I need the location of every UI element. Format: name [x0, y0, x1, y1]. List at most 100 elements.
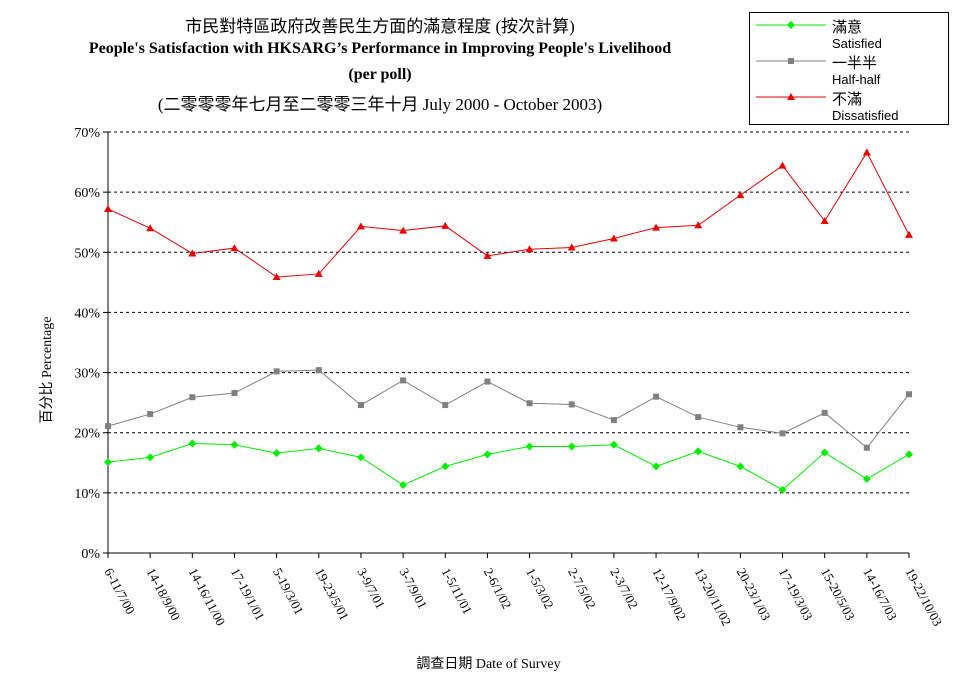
data-point: [104, 458, 112, 467]
data-point: [104, 204, 112, 212]
legend-swatch-half-half: [756, 58, 826, 64]
data-point: [484, 378, 491, 385]
data-point: [567, 442, 576, 451]
x-tick-label: 19-23/5/01: [312, 565, 352, 622]
data-point: [736, 462, 745, 471]
chart-title-en: People's Satisfaction with HKSARG’s Perf…: [88, 40, 672, 57]
legend-label-en: Satisfied: [832, 36, 882, 51]
legend-label-en: Dissatisfied: [832, 108, 899, 123]
legend-swatch-satisfied: [756, 21, 826, 29]
x-tick-label: 2-3/7/02: [607, 565, 641, 611]
data-point: [356, 222, 365, 230]
data-point: [188, 439, 197, 448]
data-point: [272, 272, 281, 280]
legend-item-half-half: 一半半 Half-half: [750, 51, 950, 87]
data-point: [356, 453, 365, 462]
x-tick-label: 2-7/5/02: [565, 565, 599, 611]
data-point: [736, 191, 745, 199]
y-tick-label: 20%: [74, 427, 100, 442]
data-point: [230, 244, 239, 252]
x-tick-label: 17-19/3/03: [776, 565, 816, 622]
x-tick-label: 14-16/11/00: [186, 565, 229, 628]
data-point: [778, 161, 787, 169]
legend-item-dissatisfied: 不滿 Dissatisfied: [750, 87, 950, 123]
data-point: [821, 409, 828, 416]
data-point: [610, 417, 617, 424]
chart-subtitle-per-poll: (per poll): [348, 66, 412, 83]
legend-label-en: Half-half: [832, 72, 881, 87]
data-point: [863, 444, 870, 451]
data-point: [441, 462, 450, 471]
chart-title-zh: 市民對特區政府改善民生方面的滿意程度 (按次計算): [185, 17, 575, 36]
data-point: [315, 367, 322, 374]
data-point: [483, 450, 492, 459]
data-point: [231, 390, 238, 397]
data-point: [314, 444, 323, 453]
data-point: [862, 148, 871, 156]
y-axis-label: 百分比 Percentage: [40, 316, 55, 424]
data-point: [147, 411, 154, 418]
data-point: [820, 448, 829, 457]
legend-label-zh: 一半半: [832, 56, 878, 72]
data-point: [400, 377, 407, 384]
x-axis-label: 調查日期 Date of Survey: [416, 657, 561, 672]
x-tick-label: 15-20/5/03: [818, 565, 858, 622]
legend-item-satisfied: 滿意 Satisfied: [750, 15, 950, 51]
x-tick-label: 14-16/7/03: [860, 565, 900, 622]
data-point: [146, 224, 155, 232]
chart-legend: 滿意 Satisfied 一半半 Half-half 不滿 Dissatisfi…: [749, 12, 949, 125]
data-point: [862, 475, 871, 484]
data-point: [778, 485, 787, 494]
data-point: [567, 243, 576, 251]
data-point: [357, 402, 364, 409]
data-point: [905, 450, 913, 459]
data-point: [820, 217, 829, 225]
y-tick-label: 10%: [74, 487, 100, 502]
data-point: [694, 221, 703, 229]
data-point: [399, 481, 408, 490]
x-tick-label: 19-22/10/03: [902, 565, 945, 628]
data-point: [737, 424, 744, 431]
data-point: [230, 440, 239, 449]
data-point: [189, 394, 196, 401]
data-point: [146, 453, 155, 462]
x-tick-label: 3-9/7/01: [354, 565, 388, 611]
data-point: [905, 230, 913, 238]
x-tick-label: 17-19/1/01: [228, 565, 268, 622]
data-point: [272, 449, 281, 458]
data-point: [779, 430, 786, 437]
data-point: [694, 447, 703, 456]
data-point: [273, 368, 280, 375]
data-point: [441, 221, 450, 229]
x-tick-label: 3-7/9/01: [396, 565, 430, 611]
x-tick-label: 1-5/3/02: [523, 565, 557, 611]
x-tick-label: 12-17/9/02: [649, 565, 689, 622]
x-tick-label: 20-23/1/03: [734, 565, 774, 622]
chart-period: (二零零零年七月至二零零三年十月 July 2000 - October 200…: [157, 95, 603, 114]
y-tick-label: 30%: [74, 367, 100, 382]
data-point: [188, 249, 197, 257]
y-tick-label: 60%: [74, 186, 100, 201]
data-point: [568, 401, 575, 408]
data-point: [314, 269, 323, 277]
data-point: [609, 440, 618, 449]
y-tick-label: 70%: [74, 126, 100, 141]
x-tick-label: 1-5/11/01: [439, 565, 476, 616]
legend-swatch-dissatisfied: [756, 93, 826, 100]
x-tick-label: 14-18/9/00: [144, 565, 184, 622]
data-point: [442, 402, 449, 409]
data-point: [652, 462, 661, 471]
data-point: [483, 251, 492, 259]
y-tick-label: 50%: [74, 246, 100, 261]
data-point: [652, 223, 661, 231]
data-point: [526, 400, 533, 407]
data-point: [653, 393, 660, 400]
data-point: [525, 442, 534, 451]
data-point: [525, 245, 534, 253]
data-point: [399, 226, 408, 234]
x-tick-label: 2-6/1/02: [481, 565, 515, 611]
data-point: [695, 414, 702, 421]
series-line-0: [107, 443, 910, 491]
y-tick-label: 40%: [74, 306, 100, 321]
